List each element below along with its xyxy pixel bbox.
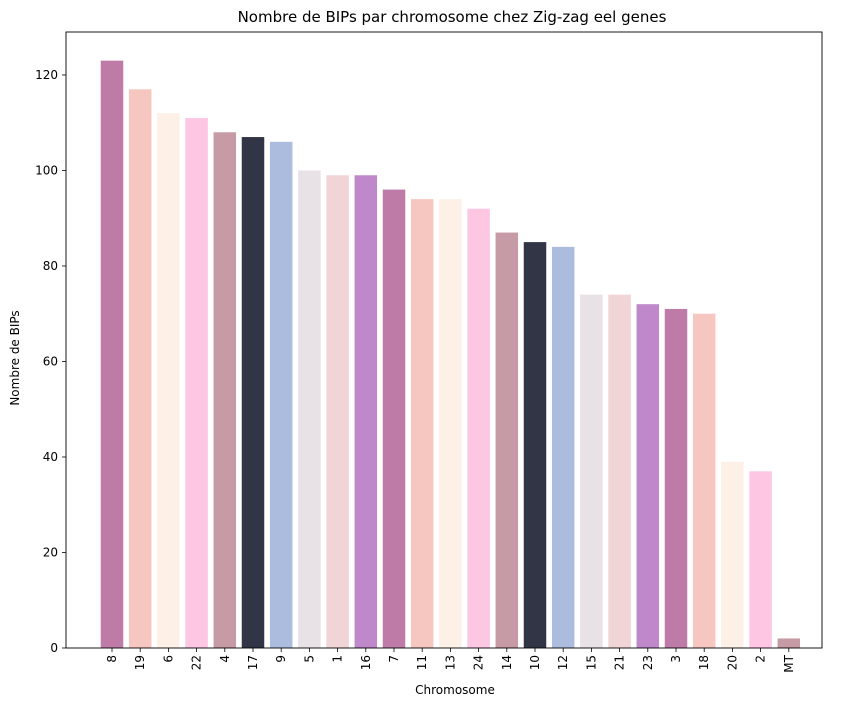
x-tick-label: 16 (359, 655, 373, 670)
x-tick-label: 10 (528, 655, 542, 670)
x-tick-label: 13 (443, 655, 457, 670)
bar-MT (777, 638, 801, 648)
bar-12 (551, 246, 575, 648)
x-tick-label: 24 (472, 655, 486, 670)
bar-24 (467, 208, 490, 648)
x-tick-label: 6 (161, 655, 175, 663)
y-tick-label: 0 (50, 641, 58, 655)
bar-15 (580, 294, 603, 648)
x-tick-label: 8 (105, 655, 119, 663)
y-axis-ticks: 0 20 40 60 80 100 120 (35, 68, 66, 655)
bar-4 (213, 132, 237, 648)
bar-23 (636, 304, 660, 648)
bar-13 (439, 199, 462, 648)
bar-2 (749, 471, 772, 648)
x-tick-label: 18 (697, 655, 711, 670)
x-tick-label: 4 (218, 655, 232, 663)
x-tick-label: 5 (302, 655, 316, 663)
bar-22 (185, 117, 208, 648)
bar-10 (523, 242, 547, 649)
x-tick-label: MT (782, 654, 796, 672)
bar-3 (664, 308, 688, 648)
y-tick-label: 60 (43, 354, 58, 368)
y-tick-label: 20 (43, 545, 58, 559)
x-axis-ticks: 8 19 6 22 4 17 9 5 1 16 7 11 13 24 14 10 12 15 21 23 3 18 20 2 M… (105, 648, 796, 673)
x-tick-label: 21 (613, 655, 627, 670)
bar-21 (608, 294, 631, 648)
bar-19 (128, 89, 152, 649)
x-tick-label: 15 (584, 655, 598, 670)
bar-11 (410, 199, 434, 648)
x-tick-label: 9 (274, 655, 288, 663)
x-tick-label: 12 (556, 655, 570, 670)
bar-7 (382, 189, 406, 648)
x-tick-label: 7 (387, 655, 401, 663)
x-tick-label: 23 (641, 655, 655, 670)
bar-1 (326, 175, 349, 648)
bar-14 (495, 232, 519, 648)
plot-frame (65, 31, 823, 649)
x-tick-label: 19 (133, 655, 147, 670)
x-tick-label: 22 (190, 655, 204, 670)
x-tick-label: 20 (725, 655, 739, 670)
y-axis-label: Nombre de BIPs (8, 310, 22, 405)
bar-18 (692, 313, 716, 648)
y-tick-label: 40 (43, 450, 58, 464)
bar-20 (721, 461, 744, 648)
bar-9 (269, 141, 293, 648)
y-tick-label: 80 (43, 259, 58, 273)
bar-8 (100, 60, 124, 648)
x-tick-label: 11 (415, 655, 429, 670)
x-tick-label: 3 (669, 655, 683, 663)
x-tick-label: 1 (331, 655, 345, 663)
chart-title: Nombre de BIPs par chromosome chez Zig-z… (238, 8, 667, 26)
x-axis-label: Chromosome (415, 683, 495, 697)
bars-group (100, 60, 801, 649)
x-tick-label: 17 (246, 655, 260, 670)
bar-5 (298, 170, 321, 649)
x-tick-label: 14 (500, 655, 514, 670)
bar-6 (157, 113, 180, 649)
bar-17 (241, 137, 265, 649)
x-tick-label: 2 (754, 655, 768, 663)
y-tick-label: 100 (35, 163, 58, 177)
y-tick-label: 120 (35, 68, 58, 82)
bar-16 (354, 175, 378, 648)
